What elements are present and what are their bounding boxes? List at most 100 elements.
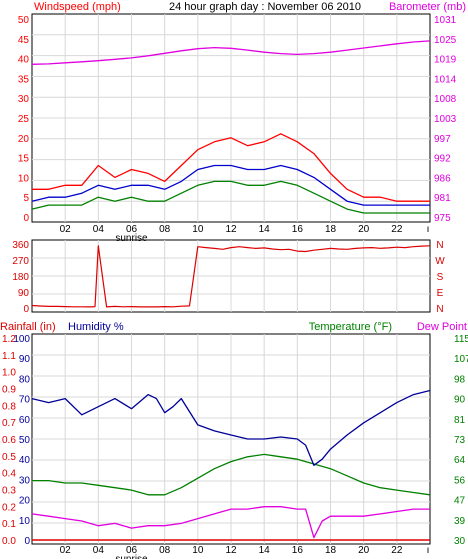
direction-grid bbox=[32, 240, 430, 312]
x-tick-label: 16 bbox=[292, 224, 304, 235]
rainfall-tick-label: 0.2 bbox=[2, 502, 16, 513]
barometer-axis-title: Barometer (mb) bbox=[389, 1, 466, 13]
rainfall-tick-label: 0.1 bbox=[2, 519, 16, 530]
rainfall-tick-label: 0.5 bbox=[2, 452, 16, 463]
x-tick-label: 20 bbox=[358, 224, 370, 235]
graph-title: 24 hour graph day : November 06 2010 bbox=[169, 1, 361, 13]
direction-compass-label: N bbox=[436, 240, 443, 251]
barometer-tick-label: 1019 bbox=[434, 55, 457, 66]
temperature-tick-label: 39 bbox=[454, 516, 466, 527]
humidity-tick-label: 30 bbox=[19, 475, 31, 486]
rainfall-tick-label: 0.3 bbox=[2, 486, 16, 497]
barometer-tick-label: 986 bbox=[434, 173, 451, 184]
x-tick-label: 10 bbox=[192, 224, 204, 235]
direction-degree-label: 0 bbox=[23, 304, 29, 315]
temperature-tick-label: 90 bbox=[454, 395, 466, 406]
direction-compass-label: S bbox=[437, 272, 444, 283]
temperature-tick-label: 107 bbox=[454, 354, 468, 365]
x-tick-label: 12 bbox=[225, 545, 237, 556]
wind-tick-label: 45 bbox=[18, 35, 30, 46]
x-tick-label: 22 bbox=[391, 545, 403, 556]
humidity-line bbox=[31, 389, 431, 466]
x-tick-label: 06 bbox=[126, 545, 138, 556]
x-tick-label: 18 bbox=[325, 545, 337, 556]
temperature-series bbox=[31, 389, 431, 541]
direction-series bbox=[31, 245, 431, 308]
humidity-tick-label: 60 bbox=[19, 415, 31, 426]
temperature-tick-label: 73 bbox=[454, 435, 466, 446]
wind-tick-label: 50 bbox=[18, 15, 30, 26]
wind-tick-label: 15 bbox=[18, 154, 30, 165]
dew-point-line bbox=[31, 506, 430, 539]
barometer-tick-label: 1008 bbox=[434, 94, 457, 105]
sunrise-label: sunrise bbox=[115, 233, 148, 244]
wind-tick-label: 5 bbox=[23, 193, 29, 204]
x-tick-label: 04 bbox=[93, 545, 105, 556]
rainfall-tick-label: 0.6 bbox=[2, 435, 16, 446]
rainfall-tick-label: 0.9 bbox=[2, 385, 16, 396]
wind-average-line bbox=[31, 164, 430, 206]
humidity-tick-label: 20 bbox=[19, 496, 31, 507]
rainfall-tick-label: 0.8 bbox=[2, 401, 16, 412]
wind-tick-label: 25 bbox=[18, 114, 30, 125]
wind-grid bbox=[32, 14, 430, 222]
humidity-tick-label: 90 bbox=[19, 354, 31, 365]
wind-tick-label: 35 bbox=[18, 74, 30, 85]
temperature-tick-label: 47 bbox=[454, 496, 466, 507]
direction-degree-label: 360 bbox=[12, 240, 29, 251]
wind-axis-title: Windspeed (mph) bbox=[34, 1, 121, 13]
barometer-tick-label: 997 bbox=[434, 134, 451, 145]
x-end-marker: ı bbox=[427, 545, 430, 556]
dewpoint-axis-title: Dew Point bbox=[417, 321, 467, 333]
x-tick-label: 20 bbox=[358, 545, 370, 556]
direction-compass-label: W bbox=[435, 256, 445, 267]
wind-tick-label: 10 bbox=[18, 173, 30, 184]
barometer-tick-label: 1014 bbox=[434, 74, 457, 85]
barometer-line bbox=[31, 40, 431, 65]
x-tick-label: 18 bbox=[325, 224, 337, 235]
barometer-tick-label: 1003 bbox=[434, 114, 457, 125]
temperature-tick-label: 64 bbox=[454, 455, 466, 466]
humidity-tick-label: 50 bbox=[19, 435, 31, 446]
barometer-tick-labels: 1031 1025 1019 1014 1008 1003 997 992 986 981 975 bbox=[434, 15, 457, 224]
x-end-marker: ı bbox=[427, 224, 430, 235]
x-tick-label: 10 bbox=[192, 545, 204, 556]
x-tick-label: 16 bbox=[292, 545, 304, 556]
x-tick-label: 04 bbox=[93, 224, 105, 235]
temperature-tick-label: 115 bbox=[454, 334, 468, 345]
x-tick-label: 02 bbox=[60, 545, 72, 556]
sunrise-label: sunrise bbox=[115, 554, 148, 559]
temperature-x-labels: 02 04 06 08 10 12 14 16 18 20 22 sunrise ı bbox=[60, 545, 430, 559]
wind-x-labels: 02 04 06 08 10 12 14 16 18 20 22 sunrise ı bbox=[60, 224, 430, 244]
humidity-tick-label: 40 bbox=[19, 455, 31, 466]
temperature-tick-label: 56 bbox=[454, 475, 466, 486]
x-tick-label: 22 bbox=[391, 224, 403, 235]
rainfall-tick-labels: 1.2 1.1 1.0 0.9 0.8 0.7 0.6 0.5 0.4 0.3 0.2 0.1 0.0 bbox=[2, 334, 16, 547]
barometer-tick-label: 992 bbox=[434, 154, 451, 165]
temperature-axis-title: Temperature (°F) bbox=[309, 321, 392, 333]
wind-tick-label: 20 bbox=[18, 134, 30, 145]
rainfall-tick-label: 0.7 bbox=[2, 418, 16, 429]
temperature-tick-label: 81 bbox=[454, 415, 466, 426]
barometer-tick-label: 975 bbox=[434, 213, 451, 224]
barometer-tick-label: 981 bbox=[434, 193, 451, 204]
wind-minimum-line bbox=[31, 180, 430, 214]
rainfall-tick-label: 0.4 bbox=[2, 469, 16, 480]
wind-tick-label: 0 bbox=[23, 213, 29, 224]
humidity-tick-label: 100 bbox=[13, 334, 30, 345]
wind-series bbox=[31, 40, 431, 214]
humidity-tick-label: 80 bbox=[19, 374, 31, 385]
direction-compass-label: N bbox=[436, 304, 443, 315]
humidity-tick-label: 10 bbox=[19, 516, 31, 527]
x-tick-label: 06 bbox=[126, 224, 138, 235]
rainfall-tick-label: 1.1 bbox=[2, 351, 16, 362]
temperature-grid bbox=[32, 334, 430, 544]
rainfall-tick-label: 1.0 bbox=[2, 368, 16, 379]
rainfall-tick-label: 1.2 bbox=[2, 334, 16, 345]
direction-degree-labels: 360 270 180 90 0 bbox=[12, 240, 29, 315]
humidity-tick-label: 0 bbox=[24, 536, 30, 547]
